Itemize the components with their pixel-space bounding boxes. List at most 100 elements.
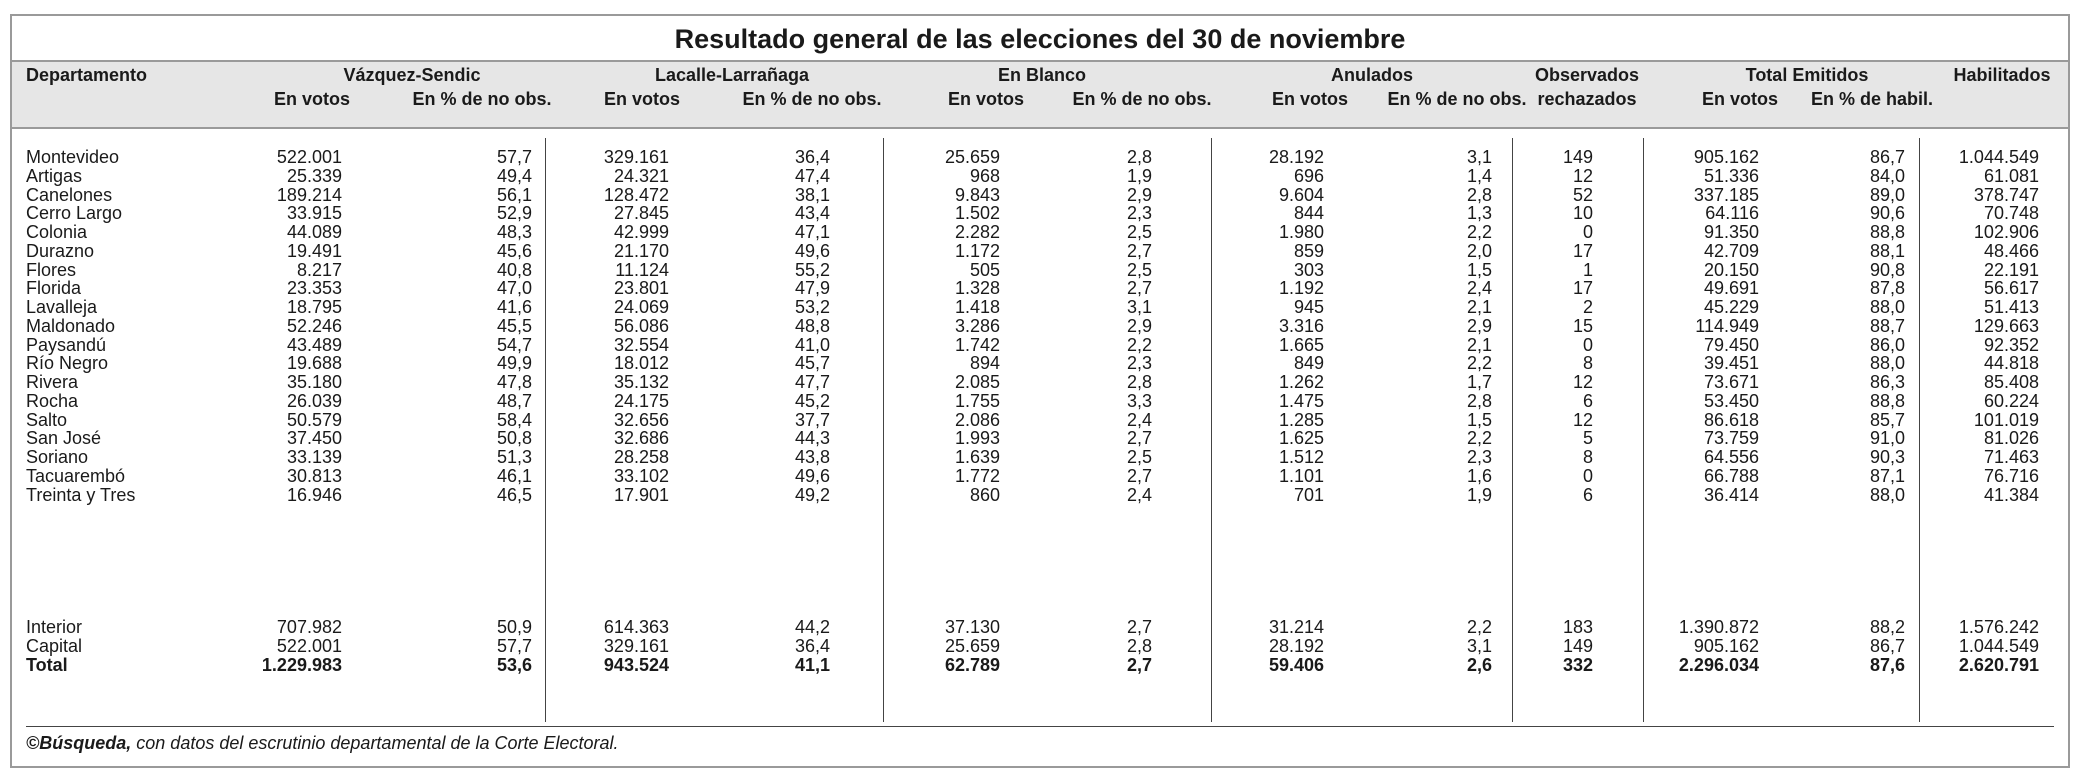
cell-anulados-pct: 2,1 xyxy=(1466,334,1492,355)
cell-departamento: Rocha xyxy=(26,390,79,411)
cell-lacalle-pct: 49,6 xyxy=(794,465,830,486)
cell-anulados-votos: 1.980 xyxy=(1278,222,1324,242)
header-vazquez: Vázquez-Sendic xyxy=(343,65,481,85)
cell-observados-rechazados: 8 xyxy=(1582,447,1593,467)
cell-vazquez-votos: 522.001 xyxy=(276,147,342,167)
cell-blanco-votos: 860 xyxy=(969,484,1000,505)
header-blanco: En Blanco xyxy=(997,65,1086,85)
subheader-vazquez-votos: En votos xyxy=(273,89,350,109)
cell-vazquez-votos: 16.946 xyxy=(286,484,342,505)
cell-anulados-pct: 2,2 xyxy=(1466,617,1492,637)
cell-observados-rechazados: 12 xyxy=(1572,372,1593,392)
cell-lacalle-votos: 21.170 xyxy=(613,240,669,261)
cell-habilitados: 378.747 xyxy=(1973,184,2039,205)
column-separator xyxy=(1643,138,1644,722)
cell-blanco-votos: 1.755 xyxy=(954,390,1000,411)
cell-habilitados: 41.384 xyxy=(1983,484,2039,505)
cell-blanco-pct: 2,8 xyxy=(1126,372,1152,392)
cell-habilitados: 71.463 xyxy=(1983,447,2039,467)
cell-anulados-votos: 59.406 xyxy=(1268,654,1324,675)
cell-anulados-pct: 2,1 xyxy=(1466,297,1492,317)
cell-lacalle-votos: 24.069 xyxy=(613,297,669,317)
cell-lacalle-votos: 28.258 xyxy=(613,447,669,467)
cell-observados-rechazados: 52 xyxy=(1572,184,1593,205)
cell-anulados-pct: 1,4 xyxy=(1466,165,1492,186)
column-separator xyxy=(1919,138,1920,722)
cell-lacalle-votos: 11.124 xyxy=(615,259,669,280)
cell-total-pct: 86,0 xyxy=(1869,334,1905,355)
cell-total-pct: 90,6 xyxy=(1869,203,1905,224)
cell-blanco-votos: 2.085 xyxy=(954,372,1000,392)
cell-vazquez-votos: 19.491 xyxy=(286,240,342,261)
cell-vazquez-votos: 35.180 xyxy=(286,372,342,392)
cell-total-votos: 2.296.034 xyxy=(1678,654,1759,675)
cell-departamento: Flores xyxy=(26,259,77,280)
cell-total-votos: 905.162 xyxy=(1693,147,1759,167)
cell-habilitados: 56.617 xyxy=(1983,278,2039,299)
cell-vazquez-votos: 18.795 xyxy=(286,297,342,317)
cell-blanco-votos: 894 xyxy=(969,353,1000,374)
cell-total-votos: 73.759 xyxy=(1703,428,1759,449)
cell-observados-rechazados: 12 xyxy=(1572,165,1593,186)
cell-total-votos: 64.116 xyxy=(1705,203,1759,224)
cell-blanco-pct: 2,3 xyxy=(1126,353,1152,374)
cell-total-pct: 84,0 xyxy=(1869,165,1905,186)
cell-vazquez-pct: 51,3 xyxy=(496,447,532,467)
cell-lacalle-votos: 614.363 xyxy=(603,617,669,637)
cell-habilitados: 1.576.242 xyxy=(1958,617,2039,637)
cell-blanco-pct: 3,1 xyxy=(1126,297,1152,317)
cell-blanco-pct: 2,5 xyxy=(1126,259,1152,280)
cell-anulados-pct: 3,1 xyxy=(1466,147,1492,167)
cell-anulados-pct: 2,2 xyxy=(1466,222,1492,242)
cell-total-votos: 79.450 xyxy=(1703,334,1759,355)
cell-departamento: Durazno xyxy=(26,240,95,261)
cell-departamento: Interior xyxy=(26,617,83,637)
column-separator xyxy=(883,138,884,722)
cell-anulados-pct: 2,2 xyxy=(1466,428,1492,449)
cell-lacalle-votos: 24.321 xyxy=(613,165,669,186)
cell-habilitados: 61.081 xyxy=(1983,165,2039,186)
header-total-emitidos: Total Emitidos xyxy=(1745,65,1869,85)
cell-total-votos: 91.350 xyxy=(1703,222,1759,242)
column-separator xyxy=(545,138,546,722)
cell-observados-rechazados: 6 xyxy=(1582,484,1593,505)
cell-blanco-votos: 9.843 xyxy=(954,184,1000,205)
cell-anulados-votos: 31.214 xyxy=(1268,617,1324,637)
cell-habilitados: 76.716 xyxy=(1983,465,2039,486)
cell-vazquez-pct: 54,7 xyxy=(496,334,532,355)
cell-lacalle-pct: 45,7 xyxy=(794,353,830,374)
cell-habilitados: 44.818 xyxy=(1983,353,2039,374)
cell-departamento: Tacuarembó xyxy=(26,465,126,486)
subheader-blanco-votos: En votos xyxy=(947,89,1024,109)
cell-observados-rechazados: 149 xyxy=(1562,635,1593,656)
cell-vazquez-votos: 30.813 xyxy=(286,465,342,486)
cell-lacalle-pct: 41,0 xyxy=(794,334,830,355)
cell-total-pct: 88,2 xyxy=(1869,617,1905,637)
cell-habilitados: 1.044.549 xyxy=(1958,635,2039,656)
cell-anulados-pct: 1,3 xyxy=(1466,203,1492,224)
cell-anulados-votos: 945 xyxy=(1293,297,1324,317)
cell-lacalle-pct: 53,2 xyxy=(794,297,830,317)
cell-vazquez-pct: 57,7 xyxy=(496,635,532,656)
cell-total-votos: 39.451 xyxy=(1703,353,1759,374)
cell-lacalle-pct: 36,4 xyxy=(794,147,830,167)
cell-total-pct: 87,8 xyxy=(1869,278,1905,299)
cell-vazquez-pct: 46,1 xyxy=(496,465,532,486)
subheader-blanco-pct: En % de no obs. xyxy=(1072,89,1212,109)
cell-total-votos: 36.414 xyxy=(1703,484,1759,505)
cell-vazquez-votos: 1.229.983 xyxy=(261,654,342,675)
cell-anulados-pct: 2,8 xyxy=(1466,184,1492,205)
cell-vazquez-pct: 46,5 xyxy=(496,484,532,505)
cell-vazquez-votos: 44.089 xyxy=(286,222,342,242)
cell-vazquez-votos: 707.982 xyxy=(276,617,342,637)
cell-lacalle-votos: 23.801 xyxy=(613,278,669,299)
cell-observados-rechazados: 2 xyxy=(1582,297,1593,317)
cell-habilitados: 129.663 xyxy=(1973,315,2039,336)
cell-anulados-pct: 2,8 xyxy=(1466,390,1492,411)
cell-anulados-pct: 1,5 xyxy=(1466,259,1492,280)
cell-total-pct: 88,7 xyxy=(1869,315,1905,336)
cell-lacalle-pct: 47,9 xyxy=(794,278,830,299)
footer-rule xyxy=(26,726,2054,727)
cell-observados-rechazados: 1 xyxy=(1582,259,1593,280)
cell-total-pct: 86,7 xyxy=(1869,147,1905,167)
